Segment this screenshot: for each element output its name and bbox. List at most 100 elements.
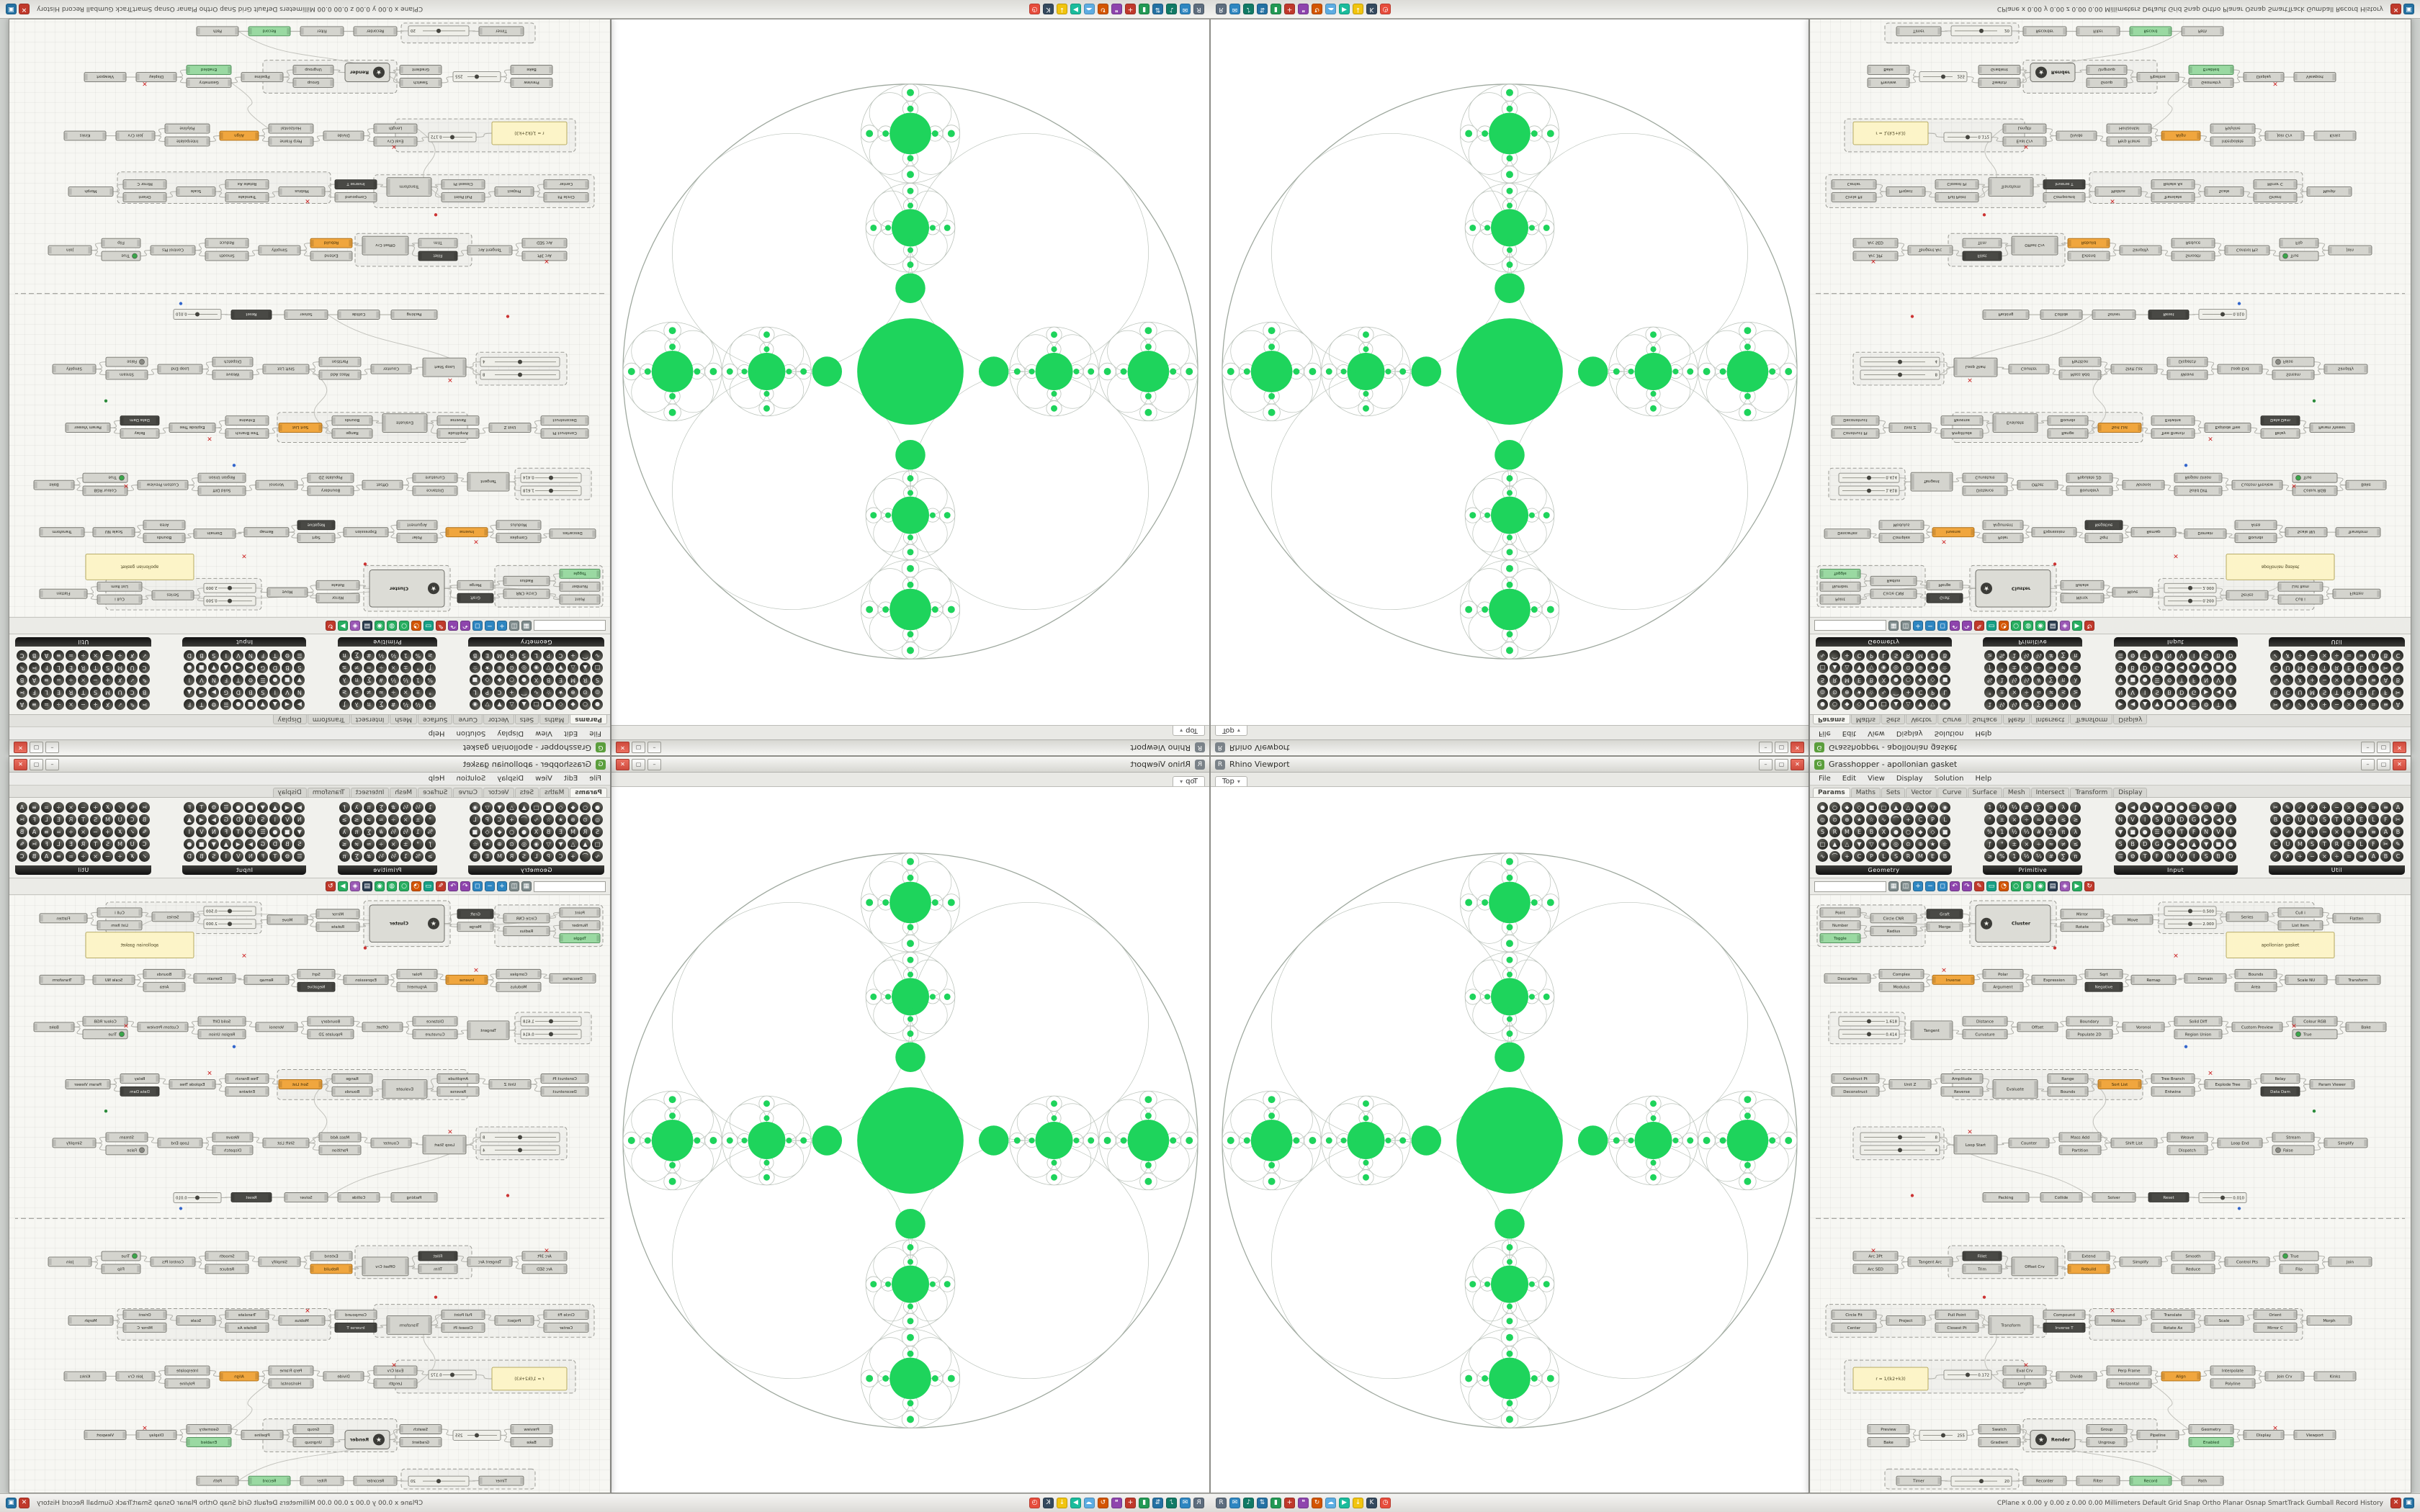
gh-node[interactable]: Remap <box>243 527 290 538</box>
component-icon[interactable]: π <box>351 827 362 837</box>
component-icon[interactable]: R <box>66 814 77 825</box>
component-icon[interactable]: # <box>2033 675 2045 685</box>
component-icon[interactable]: ⌒ <box>1829 851 1840 862</box>
recompute-icon[interactable]: ↻ <box>326 881 336 891</box>
gh-node[interactable]: List Item <box>97 920 143 931</box>
component-icon[interactable]: N <box>2200 675 2212 685</box>
gh-node[interactable]: Voronoi <box>255 1022 298 1032</box>
gh-node[interactable]: 2.000 <box>2164 919 2217 930</box>
gh-node[interactable]: Graft <box>1926 909 1963 919</box>
component-icon[interactable]: 1 <box>1984 699 1996 710</box>
gh-node[interactable]: Trim <box>418 238 458 248</box>
node-group[interactable] <box>2089 171 2303 204</box>
gh-node[interactable]: Scale <box>176 1315 216 1326</box>
component-icon[interactable]: V <box>2213 827 2224 837</box>
search-input[interactable] <box>534 881 606 892</box>
component-icon[interactable]: ✎ <box>17 662 28 673</box>
gh-node[interactable]: Merge <box>457 922 494 932</box>
gh-node[interactable]: False <box>2272 356 2315 367</box>
gh-node[interactable]: Negative <box>2084 981 2123 992</box>
component-icon[interactable]: ★ <box>555 687 566 698</box>
update-tray-icon[interactable]: ↓ <box>1353 1498 1363 1508</box>
component-icon[interactable]: X <box>1878 827 1889 837</box>
gh-node[interactable]: Mirror C <box>122 179 167 190</box>
component-icon[interactable]: ☰ <box>2188 802 2200 813</box>
component-icon[interactable]: S <box>2318 814 2330 825</box>
component-icon[interactable]: ƒ <box>1984 662 1996 673</box>
gh-node[interactable]: Amplitude <box>1940 1074 1984 1084</box>
gh-node[interactable]: Eval Crv <box>2002 136 2047 147</box>
component-icon[interactable]: ▶ <box>245 839 256 850</box>
gh-node[interactable]: Rotate Ax <box>225 179 269 190</box>
component-icon[interactable]: B <box>1866 675 1877 685</box>
component-icon[interactable]: ◆ <box>494 827 505 837</box>
gh-node[interactable]: apollonian gasket <box>2226 554 2335 580</box>
component-icon[interactable]: ▲ <box>580 662 591 673</box>
component-icon[interactable]: ■ <box>196 662 207 673</box>
gh-node[interactable]: True <box>2279 1251 2319 1261</box>
redo-icon[interactable]: ↷ <box>1962 881 1972 891</box>
gh-node[interactable]: Flip <box>101 1264 141 1274</box>
component-icon[interactable]: ● <box>519 827 529 837</box>
component-icon[interactable]: ▶ <box>245 662 256 673</box>
component-icon[interactable]: ★ <box>1854 687 1865 698</box>
component-icon[interactable]: ≤ <box>2058 814 2069 825</box>
gh-node[interactable]: Horizontal <box>2106 1378 2152 1389</box>
component-icon[interactable]: □ <box>1878 699 1889 710</box>
gh-node[interactable]: Modulus <box>496 981 542 992</box>
component-icon[interactable]: ≠ <box>363 814 375 825</box>
component-icon[interactable]: × <box>66 802 77 813</box>
gh-node[interactable]: Radius <box>503 575 550 586</box>
component-icon[interactable]: ☰ <box>2115 851 2126 862</box>
gh-node[interactable]: Reverse <box>1940 415 1984 426</box>
health-tray-icon[interactable]: + <box>1125 4 1136 14</box>
grasshopper-canvas[interactable]: Point Number Toggle Circle CNR Radius Graft Me… <box>1810 895 2411 1493</box>
gh-node[interactable]: Counter <box>370 1138 412 1148</box>
component-icon[interactable]: ■ <box>2127 827 2138 837</box>
component-icon[interactable]: B <box>2392 827 2403 837</box>
component-icon[interactable]: × <box>387 662 399 673</box>
component-icon[interactable]: ▲ <box>2139 699 2151 710</box>
gh-node[interactable]: Mobius <box>278 1315 326 1326</box>
component-icon[interactable]: ■ <box>470 675 480 685</box>
component-icon[interactable]: T <box>2213 802 2224 813</box>
component-icon[interactable]: M <box>1842 827 1852 837</box>
component-icon[interactable]: V <box>282 687 293 698</box>
gh-node[interactable]: Join Crv <box>115 1371 156 1382</box>
gh-node[interactable]: r = 1/(k2+k3) <box>1852 1367 1929 1391</box>
gh-node[interactable]: Negative <box>297 520 336 531</box>
component-icon[interactable]: ⅓ <box>375 650 387 661</box>
component-icon[interactable]: R <box>1829 675 1840 685</box>
component-icon[interactable]: B <box>2380 851 2391 862</box>
component-icon[interactable]: ■ <box>2213 662 2224 673</box>
component-icon[interactable]: ½ <box>400 675 411 685</box>
component-icon[interactable]: ∿ <box>1878 687 1889 698</box>
gh-node[interactable]: Remap <box>2130 527 2177 538</box>
mail-tray-icon[interactable]: ✉ <box>1229 1498 1240 1508</box>
gh-node[interactable]: Compound <box>2043 192 2086 202</box>
gh-node[interactable]: Packing <box>390 310 438 320</box>
gh-node[interactable]: 0.500 <box>2164 595 2217 606</box>
component-icon[interactable]: % <box>1984 827 1996 837</box>
gh-node[interactable]: Counter <box>2008 364 2050 374</box>
gh-node[interactable]: Arc SED <box>521 238 568 248</box>
component-icon[interactable]: ✂ <box>29 839 40 850</box>
component-icon[interactable]: ★ <box>1927 662 1938 673</box>
component-icon[interactable]: ▲ <box>2225 687 2236 698</box>
gh-node[interactable]: Transform <box>386 177 432 197</box>
search-input[interactable] <box>1814 881 1886 892</box>
play-icon[interactable]: ▶ <box>2072 621 2082 631</box>
component-icon[interactable]: − <box>2318 675 2330 685</box>
component-icon[interactable]: E <box>66 662 77 673</box>
gh-node[interactable]: Fillet <box>418 251 458 261</box>
gh-node[interactable]: Arc 3Pt <box>521 251 568 261</box>
component-icon[interactable]: ▼ <box>494 699 505 710</box>
gh-node[interactable]: Collide <box>337 310 380 320</box>
gh-node[interactable]: Weave <box>212 369 254 380</box>
gh-node[interactable]: Dispatch <box>2166 356 2208 367</box>
component-icon[interactable]: ⚙ <box>2164 827 2175 837</box>
gh-node[interactable]: Stream <box>2272 369 2315 380</box>
media-tray-icon[interactable]: ▶ <box>1339 1498 1350 1508</box>
component-icon[interactable]: 1 <box>424 802 436 813</box>
component-icon[interactable]: S <box>208 851 220 862</box>
